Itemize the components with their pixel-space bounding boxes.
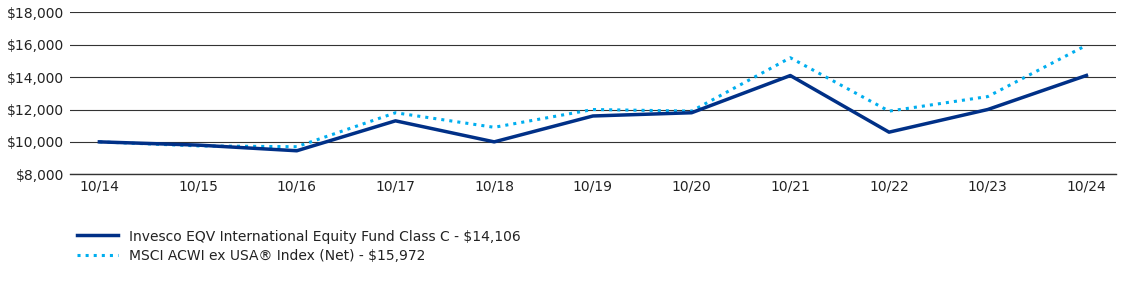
- Legend: Invesco EQV International Equity Fund Class C - $14,106, MSCI ACWI ex USA® Index: Invesco EQV International Equity Fund Cl…: [76, 230, 521, 263]
